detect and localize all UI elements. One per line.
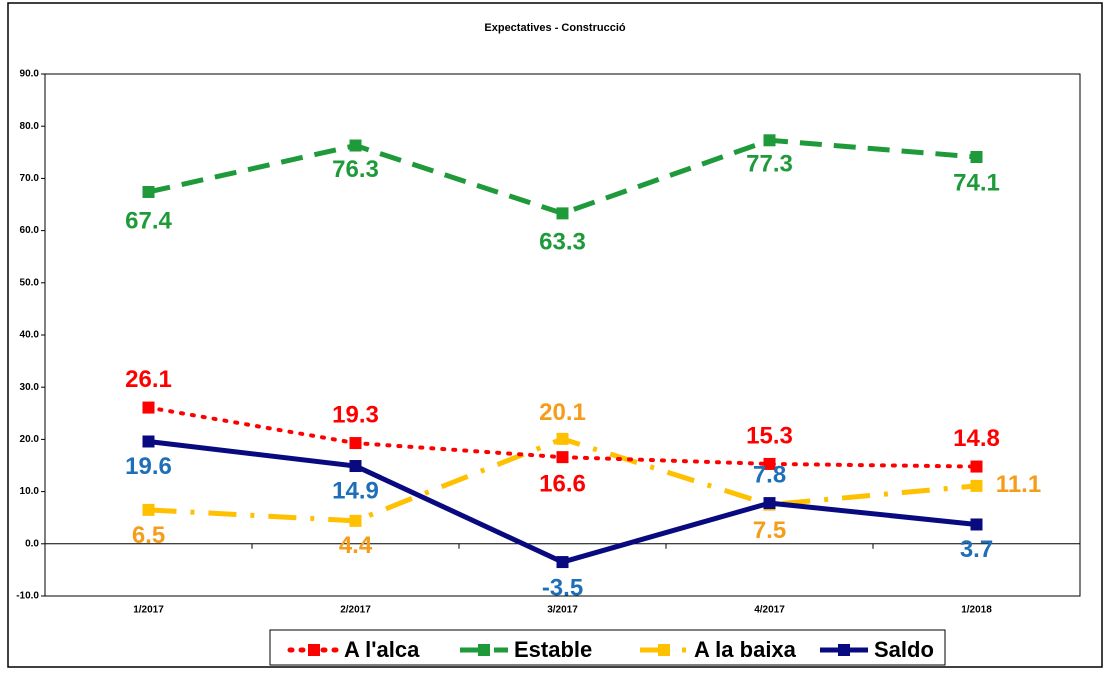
- marker: [763, 134, 776, 147]
- data-label: 11.1: [996, 471, 1041, 498]
- y-tick-label: 30.0: [20, 382, 40, 393]
- data-label: 4.4: [339, 532, 373, 559]
- marker: [556, 556, 569, 569]
- data-label: 63.3: [539, 229, 586, 256]
- y-tick-label: 10.0: [20, 486, 40, 497]
- legend-marker: [478, 644, 490, 656]
- data-label: 67.4: [125, 207, 172, 234]
- legend-label: A l'alca: [344, 637, 420, 662]
- legend-label: A la baixa: [694, 637, 797, 662]
- marker: [349, 437, 362, 450]
- x-tick-label: 3/2017: [547, 605, 578, 616]
- marker: [763, 457, 776, 470]
- marker: [763, 497, 776, 510]
- marker: [556, 432, 569, 445]
- chart-title: Expectatives - Construcció: [484, 22, 625, 34]
- y-tick-label: 40.0: [20, 330, 40, 341]
- marker: [970, 518, 983, 531]
- marker: [142, 185, 155, 198]
- marker: [349, 139, 362, 152]
- data-label: 16.6: [539, 470, 586, 497]
- marker: [556, 451, 569, 464]
- y-tick-label: 80.0: [20, 121, 40, 132]
- x-tick-label: 1/2018: [961, 605, 992, 616]
- marker: [970, 479, 983, 492]
- data-label: 76.3: [332, 156, 379, 183]
- marker: [349, 460, 362, 473]
- legend-marker: [838, 644, 850, 656]
- y-tick-label: 90.0: [20, 69, 40, 80]
- y-tick-label: 0.0: [25, 538, 39, 549]
- data-label: 74.1: [953, 169, 1000, 196]
- marker: [970, 460, 983, 473]
- data-label: 19.3: [332, 401, 379, 428]
- data-label: -3.5: [542, 574, 583, 601]
- marker: [556, 207, 569, 220]
- data-label: 19.6: [125, 453, 172, 480]
- legend-label: Saldo: [874, 637, 934, 662]
- marker: [142, 401, 155, 414]
- x-tick-label: 1/2017: [133, 605, 164, 616]
- data-label: 14.9: [332, 477, 379, 504]
- chart-border: [7, 2, 1103, 668]
- y-tick-label: -10.0: [16, 591, 39, 602]
- y-tick-label: 20.0: [20, 434, 40, 445]
- data-label: 3.7: [960, 536, 993, 563]
- y-tick-label: 60.0: [20, 225, 40, 236]
- x-tick-label: 2/2017: [340, 605, 371, 616]
- data-label: 26.1: [125, 366, 172, 393]
- legend-marker: [308, 644, 320, 656]
- data-label: 14.8: [953, 425, 1000, 452]
- data-label: 7.8: [753, 461, 786, 488]
- legend-marker: [658, 644, 670, 656]
- y-tick-label: 50.0: [20, 277, 40, 288]
- data-label: 7.5: [753, 517, 786, 544]
- data-label: 20.1: [539, 399, 586, 426]
- data-label: 77.3: [746, 151, 793, 178]
- marker: [970, 150, 983, 163]
- marker: [349, 514, 362, 527]
- y-tick-label: 70.0: [20, 173, 40, 184]
- legend-label: Estable: [514, 637, 592, 662]
- marker: [142, 503, 155, 516]
- x-tick-label: 4/2017: [754, 605, 785, 616]
- marker: [142, 435, 155, 448]
- data-label: 15.3: [746, 422, 793, 449]
- data-label: 6.5: [132, 522, 165, 549]
